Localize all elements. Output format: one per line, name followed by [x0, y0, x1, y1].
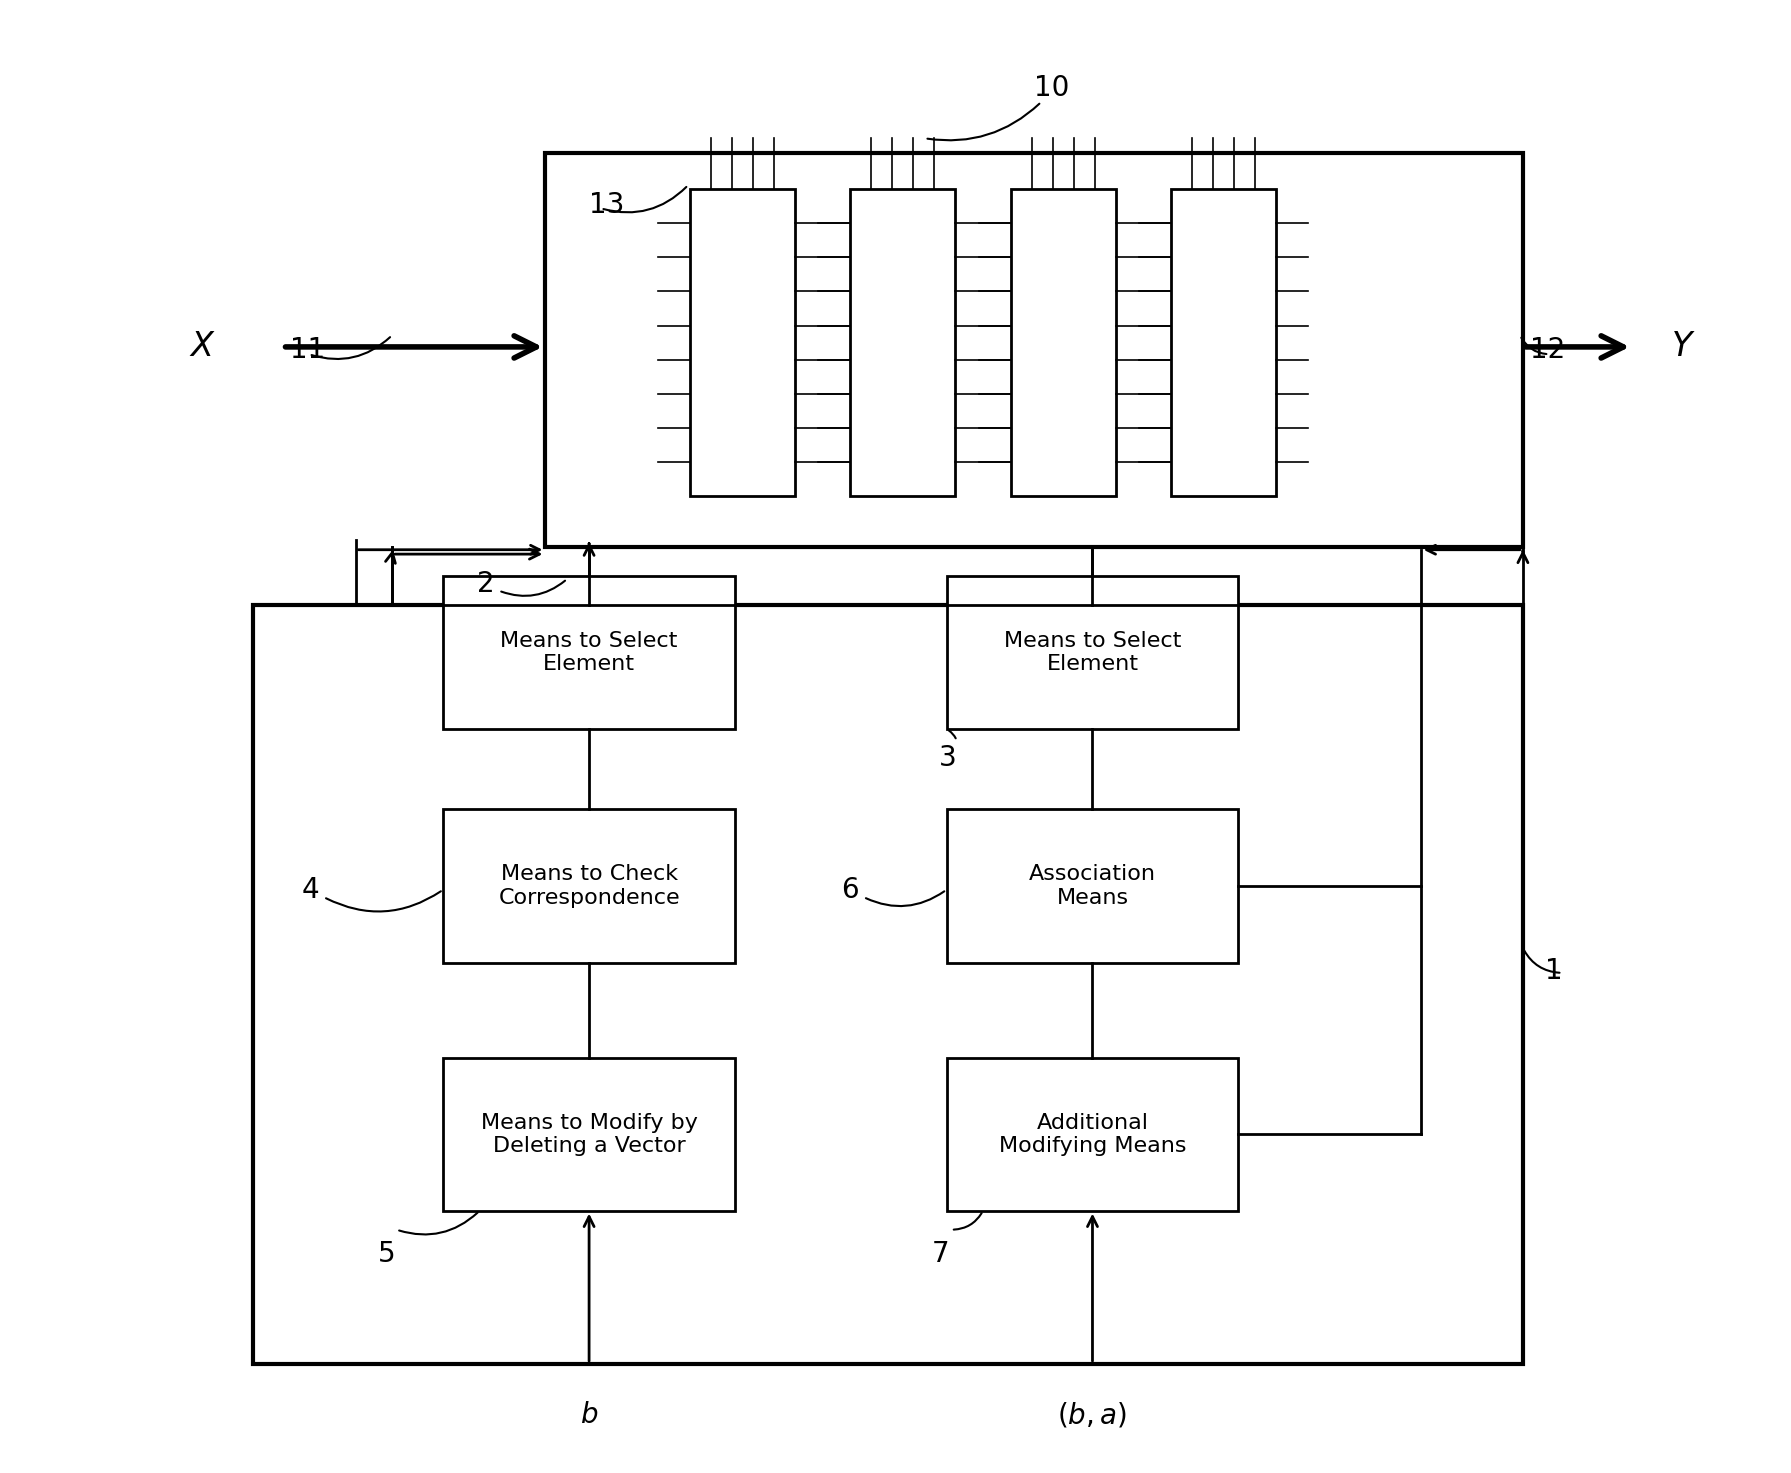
Text: Association
Means: Association Means: [1030, 865, 1155, 907]
FancyBboxPatch shape: [1010, 190, 1116, 496]
FancyBboxPatch shape: [1171, 190, 1277, 496]
Text: 1: 1: [1546, 956, 1562, 984]
Text: 3: 3: [938, 744, 956, 772]
Text: 13: 13: [589, 190, 625, 218]
FancyBboxPatch shape: [254, 605, 1522, 1364]
Text: $b$: $b$: [580, 1401, 598, 1429]
FancyBboxPatch shape: [947, 576, 1238, 729]
Text: $X$: $X$: [190, 330, 217, 364]
Text: 2: 2: [476, 570, 494, 598]
FancyBboxPatch shape: [851, 190, 955, 496]
FancyBboxPatch shape: [544, 153, 1522, 546]
Text: Means to Select
Element: Means to Select Element: [1003, 630, 1182, 675]
FancyBboxPatch shape: [947, 1058, 1238, 1211]
Text: Additional
Modifying Means: Additional Modifying Means: [999, 1112, 1186, 1156]
Text: $Y$: $Y$: [1671, 330, 1696, 364]
FancyBboxPatch shape: [442, 576, 734, 729]
Text: 4: 4: [301, 876, 319, 904]
FancyBboxPatch shape: [442, 810, 734, 963]
Text: 11: 11: [290, 336, 326, 364]
Text: 5: 5: [378, 1240, 396, 1268]
Text: 7: 7: [931, 1240, 949, 1268]
Text: Means to Check
Correspondence: Means to Check Correspondence: [498, 865, 681, 907]
Text: 6: 6: [842, 876, 860, 904]
FancyBboxPatch shape: [947, 810, 1238, 963]
Text: 12: 12: [1530, 336, 1565, 364]
Text: 10: 10: [1033, 74, 1069, 102]
Text: Means to Select
Element: Means to Select Element: [500, 630, 677, 675]
Text: Means to Modify by
Deleting a Vector: Means to Modify by Deleting a Vector: [480, 1112, 697, 1156]
FancyBboxPatch shape: [690, 190, 795, 496]
Text: $(b, a)$: $(b, a)$: [1057, 1401, 1128, 1429]
FancyBboxPatch shape: [442, 1058, 734, 1211]
